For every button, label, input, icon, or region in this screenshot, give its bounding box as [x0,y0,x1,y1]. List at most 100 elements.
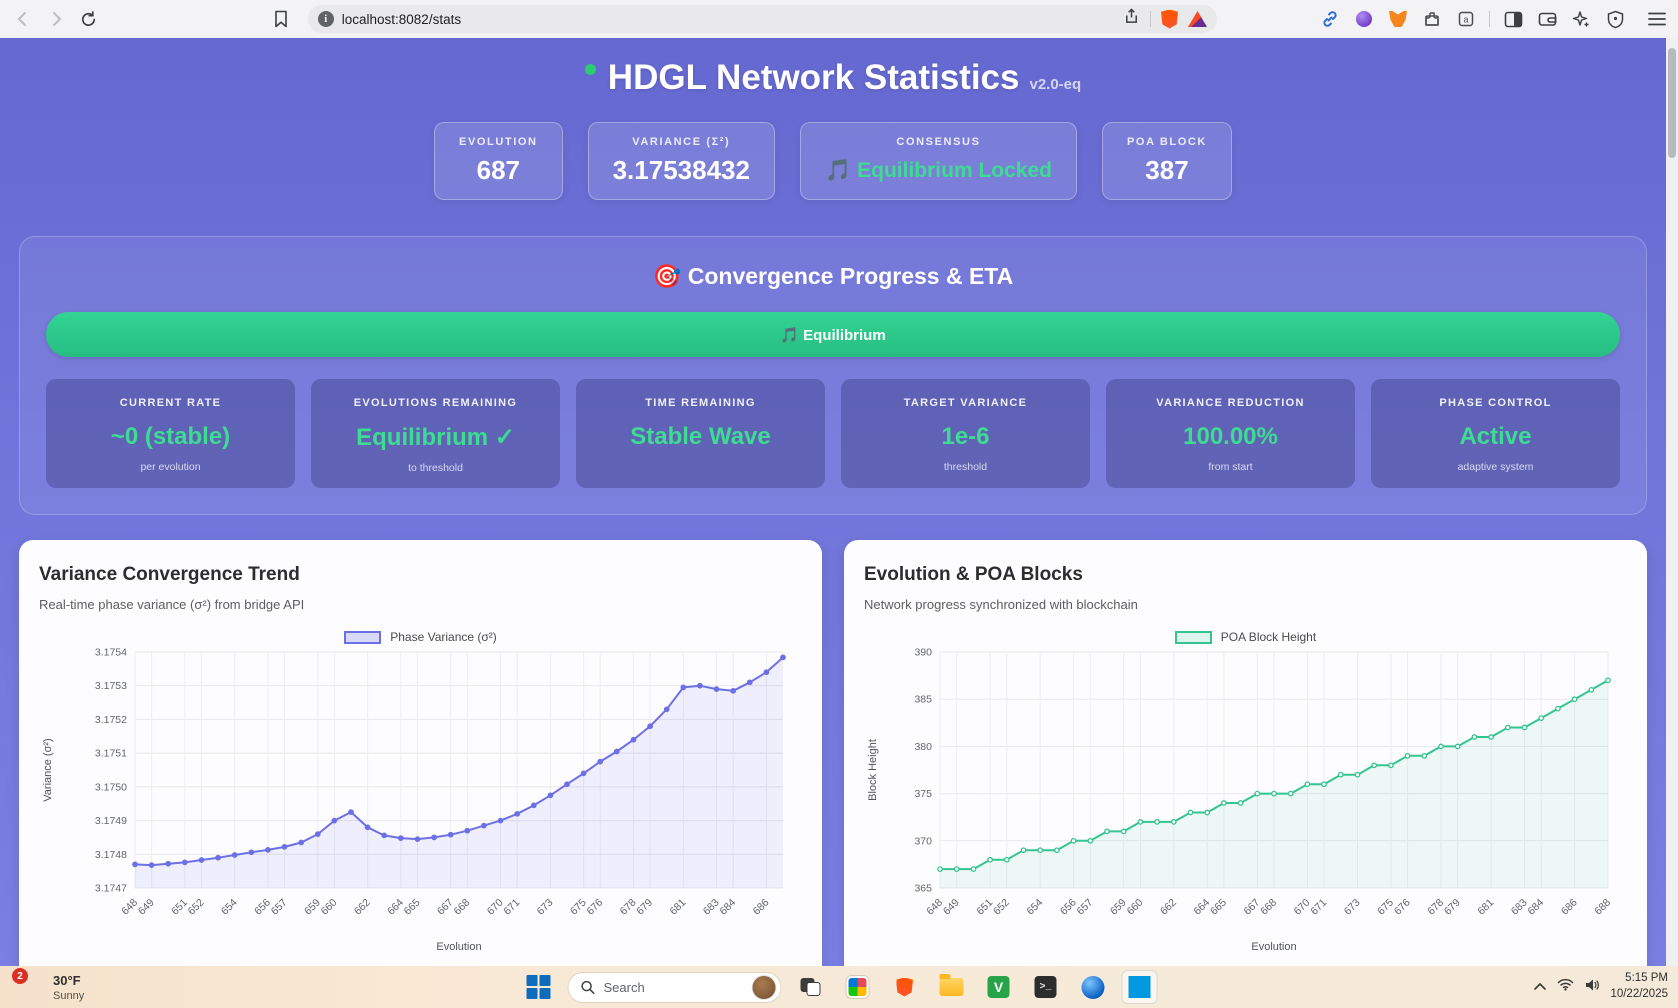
chart-subtitle: Network progress synchronized with block… [864,597,1138,612]
task-view-icon [800,978,821,996]
svg-text:649: 649 [941,897,962,918]
svg-text:3.1751: 3.1751 [95,748,127,760]
brave-rewards-icon[interactable] [1188,11,1208,27]
taskbar-clock[interactable]: 5:15 PM 10/22/2025 [1610,971,1668,1002]
legend-swatch [344,630,382,644]
equilibrium-progress-bar: 🎵 Equilibrium [46,312,1620,357]
live-status-dot-icon [584,64,596,75]
vscode-button[interactable] [1121,970,1158,1004]
card-target-variance: TARGET VARIANCE 1e-6 threshold [841,379,1090,488]
share-icon[interactable] [1123,8,1140,30]
forward-icon[interactable] [42,5,68,33]
svg-text:688: 688 [1592,897,1613,918]
svg-text:Variance (σ²): Variance (σ²) [42,738,54,801]
svg-text:375: 375 [914,788,932,800]
container-a-icon[interactable]: a [1455,8,1477,30]
menu-icon[interactable] [1646,8,1668,30]
page-info-icon[interactable]: i [317,11,334,27]
stat-card-variance: VARIANCE (Σ²) 3.17538432 [587,122,775,200]
photos-icon [846,976,869,998]
svg-text:652: 652 [186,897,207,918]
globe-icon [1081,975,1104,999]
brave-shields-icon[interactable] [1161,9,1179,29]
svg-text:686: 686 [1559,897,1580,918]
weather-condition: Sunny [53,989,85,1002]
task-view-button[interactable] [793,970,829,1004]
volume-icon[interactable] [1584,978,1600,997]
reload-icon[interactable] [75,5,101,33]
back-icon[interactable] [10,5,36,33]
browser-toolbar: i localhost:8082/stats a [0,0,1678,38]
metamask-icon[interactable] [1387,8,1409,30]
svg-text:686: 686 [751,897,772,918]
svg-text:Block Height: Block Height [867,739,879,801]
browser-sphere-button[interactable] [1075,970,1111,1004]
card-evolutions-remaining: EVOLUTIONS REMAINING Equilibrium ✓ to th… [311,379,560,488]
svg-text:370: 370 [914,835,932,847]
progress-label: 🎵 Equilibrium [780,326,886,344]
search-highlight-image[interactable] [751,974,777,1000]
photos-app-button[interactable] [840,970,876,1004]
weather-widget[interactable]: 2 30°F Sunny [12,968,234,1002]
svg-text:3.1747: 3.1747 [95,883,127,895]
card-phase-control: PHASE CONTROL Active adaptive system [1371,379,1620,488]
wallet-icon[interactable] [1536,8,1558,30]
svg-text:671: 671 [501,897,522,918]
music-note-icon: 🎵 [824,159,852,182]
stat-card-consensus: CONSENSUS 🎵 Equilibrium Locked [799,122,1077,200]
top-stats-row: EVOLUTION 687 VARIANCE (Σ²) 3.17538432 C… [0,122,1666,200]
svg-text:654: 654 [219,897,240,918]
leo-ai-sparkle-icon[interactable] [1570,8,1592,30]
svg-text:657: 657 [269,897,290,918]
svg-text:673: 673 [535,897,556,918]
svg-text:3.1754: 3.1754 [95,647,127,659]
show-hidden-icons-chevron[interactable] [1533,978,1547,996]
clock-date: 10/22/2025 [1610,988,1668,1000]
svg-text:365: 365 [914,883,932,895]
chart-subtitle: Real-time phase variance (σ²) from bridg… [39,597,305,612]
svg-text:3.1753: 3.1753 [95,680,127,692]
legend-swatch [1174,630,1212,644]
extensions-puzzle-icon[interactable] [1421,8,1443,30]
brave-browser-button[interactable] [887,970,923,1004]
stat-card-poa-block: POA BLOCK 387 [1101,122,1232,200]
sidebar-icon[interactable] [1502,8,1524,30]
bookmark-icon[interactable] [267,5,293,33]
svg-text:665: 665 [402,897,423,918]
vpn-shield-icon[interactable] [1604,8,1626,30]
windows-logo-icon [526,975,551,999]
link-extension-icon[interactable] [1319,8,1341,30]
svg-text:676: 676 [1392,897,1413,918]
chart-legend[interactable]: POA Block Height [864,630,1627,644]
orb-extension-icon[interactable] [1353,8,1375,30]
svg-text:Evolution: Evolution [1251,941,1296,953]
chart-legend[interactable]: Phase Variance (σ²) [39,630,802,644]
wifi-icon[interactable] [1557,978,1574,996]
terminal-icon: >_ [1034,976,1057,998]
scrollbar-thumb[interactable] [1668,48,1676,158]
variance-line-chart[interactable]: 3.1754 3.1753 3.1752 3.1751 3.1750 3.1749 3.17… [39,646,799,966]
scrollbar-track[interactable] [1666,38,1678,966]
svg-text:3.1750: 3.1750 [95,781,127,793]
url-text[interactable]: localhost:8082/stats [341,11,462,27]
file-explorer-button[interactable] [934,970,970,1004]
svg-text:662: 662 [352,897,373,918]
svg-text:660: 660 [319,897,340,918]
clock-time: 5:15 PM [1625,972,1668,985]
start-button[interactable] [521,970,557,1004]
variance-chart-card: Variance Convergence Trend Real-time pha… [19,540,822,966]
virtualbox-button[interactable]: V [981,970,1017,1004]
chart-title: Evolution & POA Blocks [864,564,1083,585]
terminal-button[interactable]: >_ [1028,970,1064,1004]
search-icon [581,980,595,994]
svg-text:652: 652 [991,897,1012,918]
page-title: HDGL Network Statistics [607,58,1020,97]
divider [1150,11,1152,27]
virtualbox-icon: V [987,976,1010,998]
svg-text:668: 668 [452,897,473,918]
url-bar[interactable]: i localhost:8082/stats [307,5,1218,33]
taskbar-search[interactable]: Search [567,971,782,1003]
svg-text:380: 380 [914,741,932,753]
